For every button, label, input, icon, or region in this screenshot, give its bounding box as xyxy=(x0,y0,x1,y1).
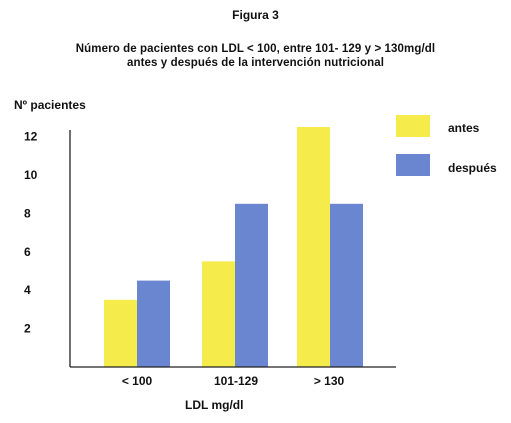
bar-antes-1 xyxy=(104,299,137,367)
legend-label-después: después xyxy=(448,161,497,175)
bar-antes-2 xyxy=(202,261,235,367)
y-tick-label: 6 xyxy=(24,245,31,259)
chart-title: Número de pacientes con LDL < 100, entre… xyxy=(75,43,436,55)
legend: antes después xyxy=(396,115,497,176)
x-tick-label: 101-129 xyxy=(214,374,258,388)
y-tick-label: 10 xyxy=(24,168,38,182)
legend-swatch-después xyxy=(396,154,430,176)
y-tick-label: 12 xyxy=(24,130,38,144)
bar-después-1 xyxy=(137,280,170,367)
x-ticks-group: < 100 101-129 > 130 xyxy=(122,374,345,388)
chart-subtitle: antes y después de la intervención nutri… xyxy=(126,57,385,69)
axes-group xyxy=(69,130,396,368)
legend-swatch-antes xyxy=(396,115,430,137)
x-tick-label: > 130 xyxy=(314,374,345,388)
y-tick-label: 2 xyxy=(24,322,31,336)
legend-label-antes: antes xyxy=(448,121,480,135)
y-ticks-group: 2 4 6 8 10 12 xyxy=(24,130,38,336)
figure-label: Figura 3 xyxy=(232,8,279,22)
x-axis-label: LDL mg/dl xyxy=(185,398,244,412)
x-tick-label: < 100 xyxy=(122,374,153,388)
y-tick-label: 4 xyxy=(24,283,31,297)
bar-después-2 xyxy=(235,203,268,367)
bar-después-3 xyxy=(330,203,363,367)
y-tick-label: 8 xyxy=(24,206,31,220)
bars-group xyxy=(104,127,363,367)
y-axis-label: Nº pacientes xyxy=(14,98,86,112)
bar-antes-3 xyxy=(297,127,330,367)
